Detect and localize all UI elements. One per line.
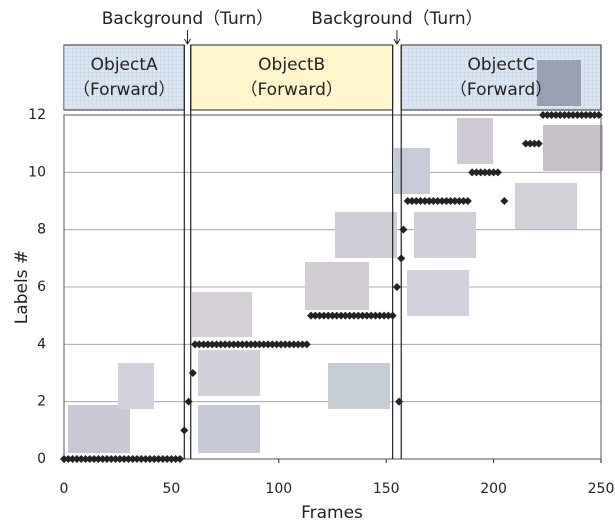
x-tick-label: 0: [60, 481, 69, 497]
photo: [457, 118, 493, 164]
region-label: （Forward）: [73, 80, 175, 100]
x-tick-label: 100: [265, 481, 292, 497]
region-label: ObjectB: [258, 55, 325, 75]
data-point: [393, 283, 401, 291]
region-label: ObjectA: [91, 55, 158, 75]
turn-arrow: [394, 30, 400, 44]
photo: [118, 363, 154, 409]
photo-thumbnails: [68, 60, 603, 453]
region-label: ObjectC: [467, 55, 534, 75]
photo: [543, 125, 603, 171]
photo: [68, 405, 130, 453]
y-tick-label: 12: [28, 107, 46, 123]
y-tick-label: 8: [37, 222, 46, 238]
region-label: （Forward）: [241, 80, 343, 100]
x-tick-label: 200: [480, 481, 507, 497]
y-axis-label: Labels #: [12, 250, 32, 324]
y-tick-label: 2: [37, 394, 46, 410]
x-tick-label: 250: [588, 481, 615, 497]
turn-label: Background（Turn）: [102, 9, 273, 29]
turn-label: Background（Turn）: [311, 9, 482, 29]
y-tick-label: 4: [37, 336, 46, 352]
photo: [198, 350, 260, 396]
y-tick-label: 6: [37, 279, 46, 295]
y-tick-label: 10: [28, 164, 46, 180]
x-tick-label: 50: [162, 481, 180, 497]
page: {"chart_data": { "type": "scatter", "x_l…: [0, 0, 615, 527]
data-point: [464, 197, 472, 205]
data-point: [397, 254, 405, 262]
chart: Labels # Frames ObjectA （Forward） ObjectB （…: [0, 0, 615, 527]
x-tick-label: 150: [373, 481, 400, 497]
region-label: （Forward）: [450, 80, 552, 100]
y-tick-label: 0: [37, 451, 46, 467]
turn-arrow: [185, 30, 191, 44]
data-point: [500, 197, 508, 205]
photo: [414, 212, 476, 258]
photo: [394, 148, 430, 194]
photo: [328, 363, 390, 409]
photo: [407, 270, 469, 316]
photo: [515, 183, 577, 229]
data-point: [389, 312, 397, 320]
data-point: [176, 455, 184, 463]
photo: [305, 262, 369, 310]
photo: [198, 405, 260, 453]
data-point: [185, 398, 193, 406]
data-point: [303, 340, 311, 348]
data-point: [395, 398, 403, 406]
data-point: [494, 168, 502, 176]
data-point: [399, 226, 407, 234]
photo: [335, 212, 397, 258]
photo: [192, 292, 252, 337]
data-point: [535, 140, 543, 148]
x-axis-label: Frames: [301, 503, 363, 523]
data-point: [180, 426, 188, 434]
data-point: [595, 111, 603, 119]
data-point: [189, 369, 197, 377]
